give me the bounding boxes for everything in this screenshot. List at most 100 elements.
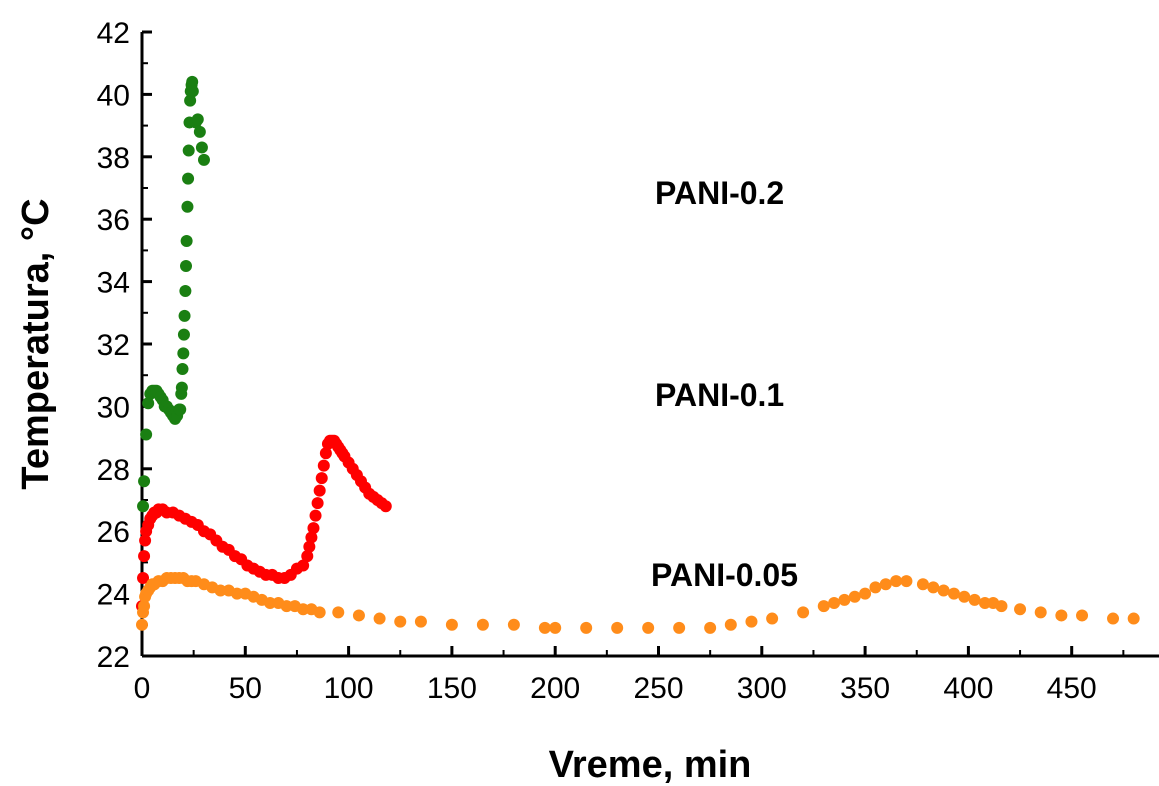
- data-point: [849, 591, 861, 603]
- data-point: [187, 85, 199, 97]
- data-point: [194, 126, 206, 138]
- x-tick-label: 0: [134, 672, 151, 705]
- data-point: [181, 235, 193, 247]
- x-tick-label: 100: [324, 672, 374, 705]
- x-tick-label: 150: [427, 672, 477, 705]
- x-tick-label: 200: [530, 672, 580, 705]
- data-point: [995, 600, 1007, 612]
- data-point: [353, 609, 365, 621]
- data-point: [880, 578, 892, 590]
- data-point: [176, 363, 188, 375]
- annotation-pani-0-1: PANI-0.1: [655, 377, 784, 413]
- data-point: [310, 510, 322, 522]
- data-point: [927, 581, 939, 593]
- data-point: [508, 619, 520, 631]
- data-point: [580, 622, 592, 634]
- y-tick-label: 30: [97, 391, 130, 424]
- data-point: [140, 428, 152, 440]
- data-point: [938, 584, 950, 596]
- x-tick-label: 350: [840, 672, 890, 705]
- data-point: [958, 591, 970, 603]
- y-tick-label: 34: [97, 267, 130, 300]
- data-point: [446, 619, 458, 631]
- data-point: [177, 347, 189, 359]
- data-point: [380, 500, 392, 512]
- data-point: [196, 141, 208, 153]
- data-point: [549, 622, 561, 634]
- data-point: [318, 460, 330, 472]
- data-point: [314, 606, 326, 618]
- data-point: [890, 575, 902, 587]
- data-point: [948, 588, 960, 600]
- y-tick-label: 22: [97, 641, 130, 674]
- data-point: [183, 145, 195, 157]
- data-point: [745, 616, 757, 628]
- y-tick-label: 28: [97, 454, 130, 487]
- x-axis-title: Vreme, min: [549, 744, 752, 786]
- data-point: [611, 622, 623, 634]
- data-point: [917, 578, 929, 590]
- data-point: [179, 310, 191, 322]
- y-axis-title: Temperatura, °C: [15, 198, 57, 489]
- y-tick-label: 26: [97, 516, 130, 549]
- data-point: [869, 581, 881, 593]
- data-point: [307, 522, 319, 534]
- annotation-pani-0-2: PANI-0.2: [655, 175, 784, 211]
- y-tick-label: 24: [97, 579, 130, 612]
- data-point: [192, 113, 204, 125]
- data-point: [415, 616, 427, 628]
- y-tick-label: 40: [97, 79, 130, 112]
- y-tick-label: 36: [97, 204, 130, 237]
- data-point: [332, 606, 344, 618]
- data-point: [969, 594, 981, 606]
- data-point: [1107, 613, 1119, 625]
- data-point: [314, 485, 326, 497]
- data-point: [766, 613, 778, 625]
- y-tick-label: 42: [97, 17, 130, 50]
- y-tick-label: 32: [97, 329, 130, 362]
- data-point: [137, 500, 149, 512]
- x-tick-label: 400: [943, 672, 993, 705]
- x-tick-label: 300: [737, 672, 787, 705]
- data-point: [180, 260, 192, 272]
- data-point: [1128, 613, 1140, 625]
- data-point: [136, 619, 148, 631]
- x-tick-label: 50: [229, 672, 262, 705]
- data-point: [374, 613, 386, 625]
- data-point: [178, 329, 190, 341]
- data-point: [1035, 606, 1047, 618]
- data-point: [673, 622, 685, 634]
- data-point: [1014, 603, 1026, 615]
- data-point: [181, 201, 193, 213]
- data-point: [797, 606, 809, 618]
- data-point: [818, 600, 830, 612]
- data-point: [859, 588, 871, 600]
- data-point: [176, 382, 188, 394]
- data-point: [312, 497, 324, 509]
- data-point: [704, 622, 716, 634]
- data-point: [477, 619, 489, 631]
- data-point: [725, 619, 737, 631]
- data-point: [642, 622, 654, 634]
- annotation-pani-0-05: PANI-0.05: [651, 557, 798, 593]
- data-point: [539, 622, 551, 634]
- data-point: [138, 550, 150, 562]
- series-pani-0-2: [137, 76, 210, 512]
- x-tick-label: 450: [1047, 672, 1097, 705]
- x-tick-label: 250: [633, 672, 683, 705]
- data-point: [182, 173, 194, 185]
- series-pani-0-1: [136, 435, 392, 612]
- data-point: [174, 404, 186, 416]
- data-point: [394, 616, 406, 628]
- data-point: [1076, 609, 1088, 621]
- data-point: [138, 475, 150, 487]
- data-point: [198, 154, 210, 166]
- data-point: [1055, 609, 1067, 621]
- data-point: [838, 594, 850, 606]
- data-point: [828, 597, 840, 609]
- series-layer: [136, 76, 1140, 634]
- y-tick-label: 38: [97, 142, 130, 175]
- data-point: [316, 472, 328, 484]
- data-point: [179, 285, 191, 297]
